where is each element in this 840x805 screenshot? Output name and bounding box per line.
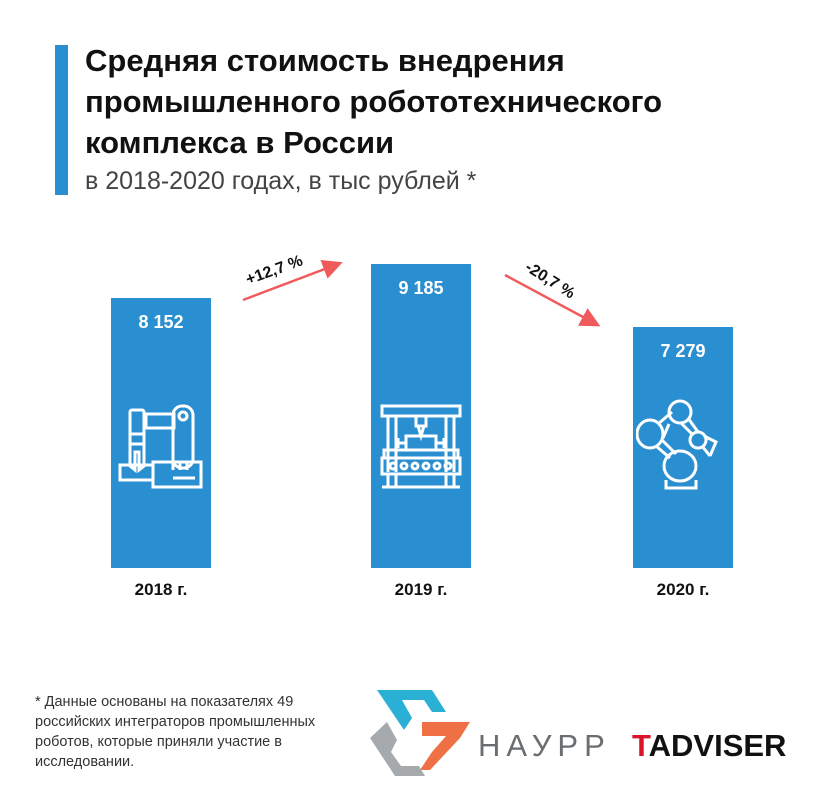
naurr-logo-text: НАУРР — [478, 728, 611, 763]
title-accent-bar — [55, 45, 68, 195]
value-label: 8 152 — [138, 312, 184, 333]
category-label: 2020 г. — [656, 580, 710, 599]
tadviser-logo: TADVISER — [632, 728, 786, 764]
tadviser-logo-rest: ADVISER — [648, 728, 787, 763]
naurr-logo-icon — [370, 690, 470, 776]
chart-title: Средняя стоимость внедрения промышленног… — [85, 43, 663, 160]
articulated-robot-icon — [636, 399, 718, 490]
tadviser-logo-t: T — [632, 728, 649, 763]
change-label-2019: +12,7 % — [243, 252, 306, 289]
change-label-2020: -20,7 % — [521, 258, 578, 303]
robot-arm-gantry-icon — [118, 404, 203, 489]
cnc-machine-icon — [380, 404, 462, 489]
footnote: * Данные основаны на показателях 49 росс… — [35, 694, 316, 770]
value-label: 7 279 — [660, 341, 706, 362]
value-label: 9 185 — [398, 278, 444, 298]
chart-subtitle: в 2018-2020 годах, в тыс рублей * — [85, 167, 477, 195]
category-label: 2018 г. — [134, 580, 188, 599]
category-label: 2019 г. — [394, 580, 448, 599]
